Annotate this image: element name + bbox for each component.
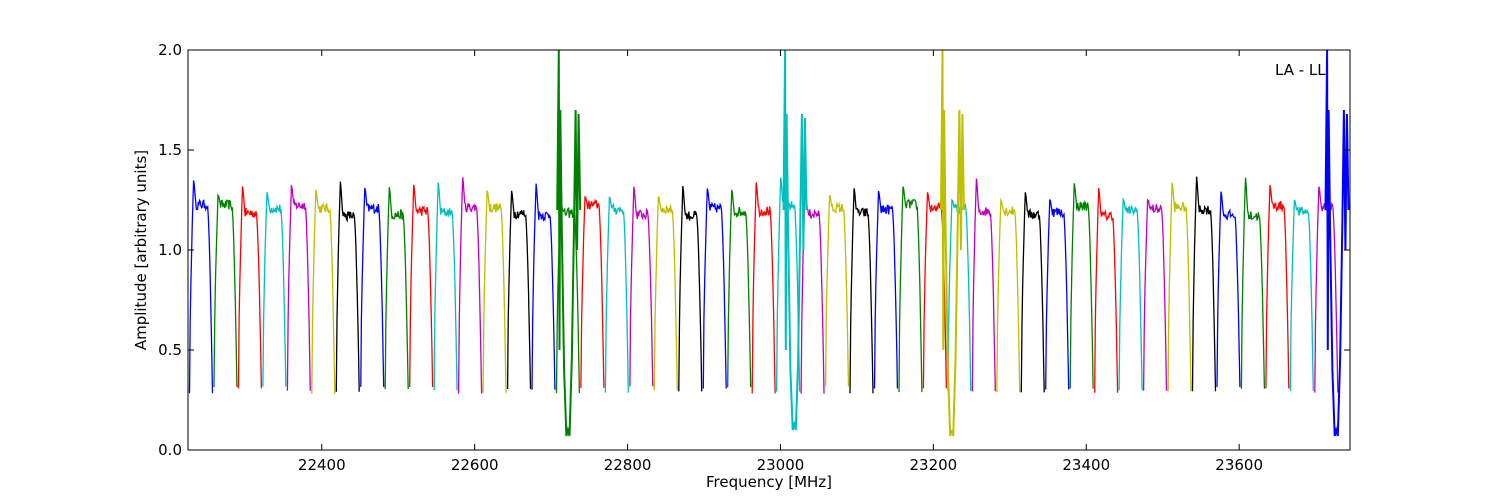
series-line <box>629 186 654 387</box>
series-line <box>824 194 850 387</box>
series-line <box>580 195 605 388</box>
series-line <box>482 190 507 393</box>
baseline-annotation: LA - LL <box>1275 61 1326 79</box>
series-line <box>1265 184 1290 389</box>
series-line <box>1094 188 1119 393</box>
series-line <box>971 178 996 392</box>
series-line <box>237 186 263 389</box>
y-axis-label: Amplitude [arbitrary units] <box>132 150 150 350</box>
x-tick-label: 23400 <box>1062 456 1110 474</box>
series-line <box>506 190 532 390</box>
series-line <box>727 189 752 388</box>
spike-line <box>556 50 582 437</box>
series-line <box>1045 199 1070 390</box>
series-line <box>213 193 238 388</box>
x-axis: 22400 22600 22800 23000 23200 23400 23600 <box>298 50 1263 474</box>
series-line <box>898 186 923 393</box>
series-line <box>947 198 972 392</box>
series-line <box>751 182 776 394</box>
y-tick-label: 0.5 <box>158 341 182 359</box>
series-line <box>531 183 556 390</box>
series-line <box>1314 186 1339 393</box>
series-line <box>286 185 311 391</box>
spike-line <box>940 50 965 437</box>
series-line <box>1069 183 1094 389</box>
series-line <box>604 196 629 393</box>
series-line <box>311 189 336 394</box>
series-line <box>409 184 434 388</box>
series-line <box>360 187 385 387</box>
y-tick-label: 1.0 <box>158 241 182 259</box>
series-line <box>702 188 727 389</box>
series-line <box>678 185 703 392</box>
series-line <box>873 190 899 389</box>
y-tick-label: 0.0 <box>158 441 182 459</box>
plot-area <box>188 50 1350 437</box>
series-line <box>1118 196 1143 391</box>
series-line <box>457 177 483 394</box>
series-line <box>1020 192 1045 393</box>
series-line <box>335 181 360 392</box>
y-tick-label: 2.0 <box>158 41 182 59</box>
spike-line <box>1324 50 1350 437</box>
series-line <box>996 197 1021 393</box>
y-axis: 0.0 0.5 1.0 1.5 2.0 <box>158 41 1350 459</box>
series-line <box>384 187 409 390</box>
spike-line <box>782 50 808 431</box>
series-line <box>849 188 874 394</box>
series-line <box>653 196 678 391</box>
x-tick-label: 22400 <box>298 456 346 474</box>
x-tick-label: 23200 <box>910 456 958 474</box>
series-line <box>1191 176 1217 392</box>
y-tick-label: 1.5 <box>158 141 182 159</box>
series-line <box>1289 199 1314 391</box>
x-axis-label: Frequency [MHz] <box>706 473 832 491</box>
series-line <box>1216 191 1241 388</box>
series-line <box>262 192 287 387</box>
x-tick-label: 22600 <box>451 456 499 474</box>
x-tick-label: 23000 <box>757 456 805 474</box>
series-line <box>1240 177 1266 389</box>
x-tick-label: 23600 <box>1215 456 1263 474</box>
series-line <box>1167 182 1192 392</box>
series-line <box>433 182 458 391</box>
series-line <box>1142 198 1168 391</box>
series-line <box>188 180 214 394</box>
x-tick-label: 22800 <box>604 456 652 474</box>
